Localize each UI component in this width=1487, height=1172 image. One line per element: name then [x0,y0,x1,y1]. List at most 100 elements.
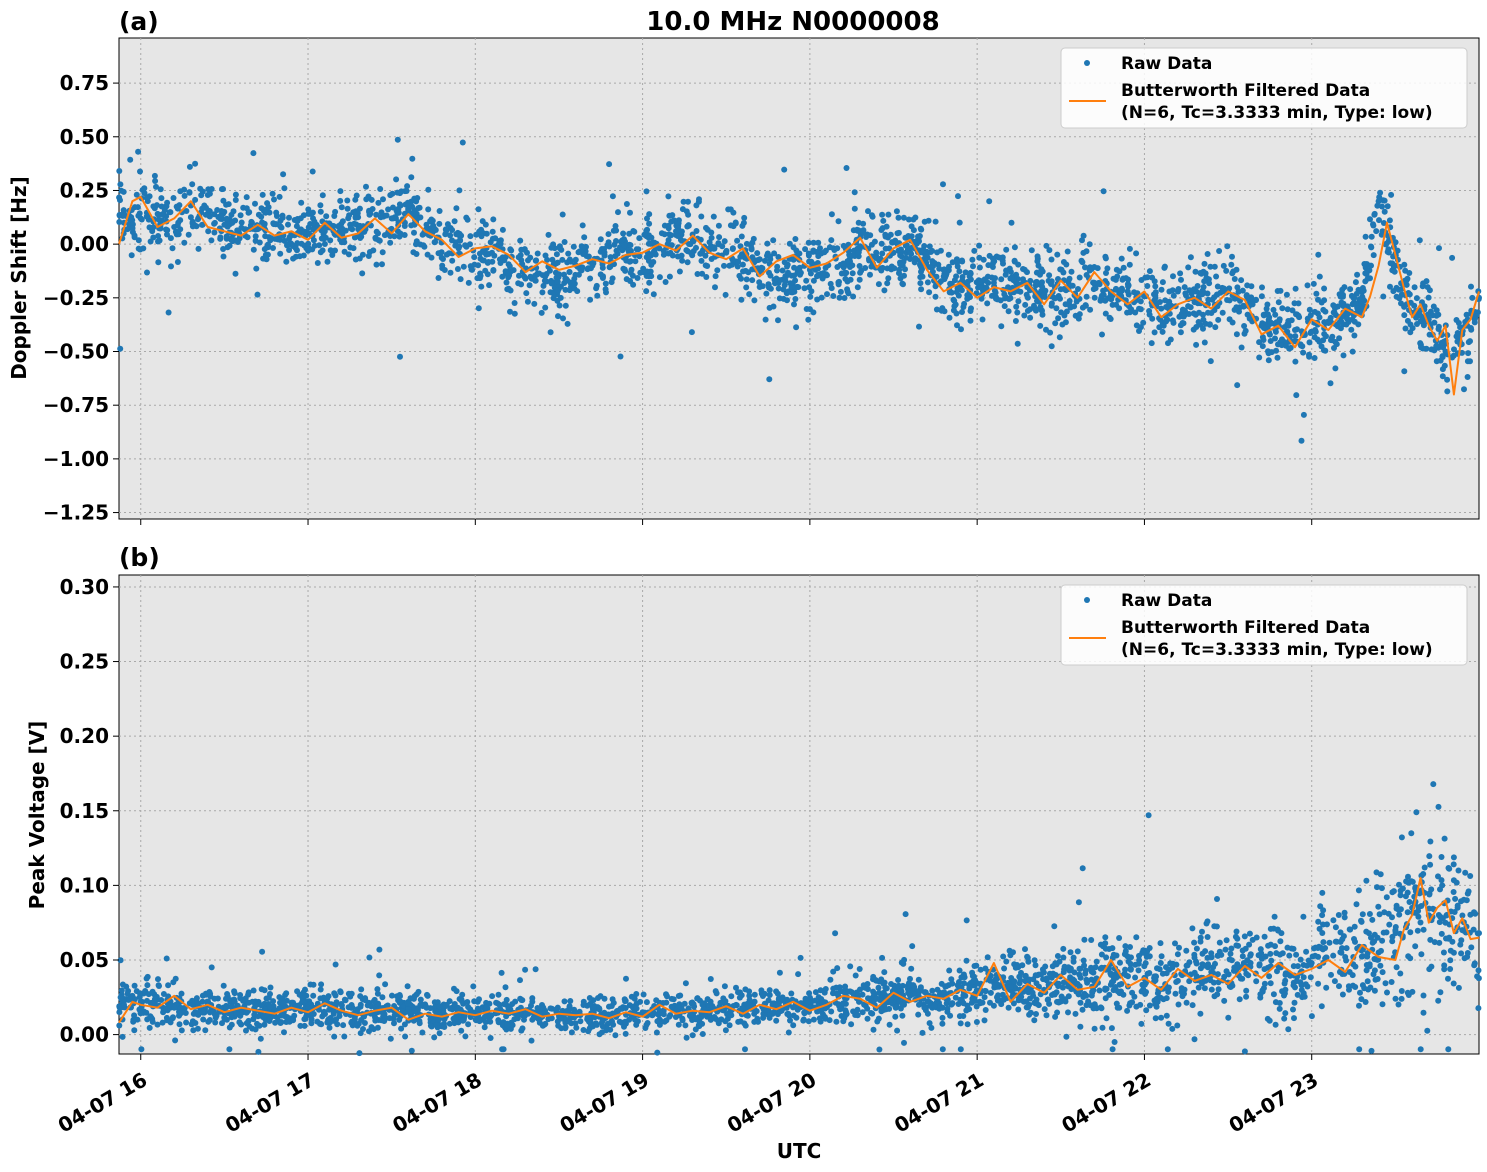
raw-data-point [816,1015,823,1022]
raw-data-point [1108,296,1115,303]
raw-data-point [1407,321,1414,328]
raw-data-point [353,192,360,199]
raw-data-point [1055,276,1061,282]
raw-data-point [973,1003,980,1010]
raw-data-point [1148,340,1155,347]
raw-data-point [391,1020,397,1027]
raw-data-point [499,257,506,263]
raw-data-point [442,231,449,238]
raw-data-point [850,293,857,300]
raw-data-point [990,255,996,262]
raw-data-point [250,150,257,157]
raw-data-point [1118,981,1125,987]
raw-data-point [1062,996,1069,1003]
raw-data-point [1398,300,1404,307]
raw-data-point [617,353,624,360]
raw-data-point [1270,306,1277,313]
raw-data-point [924,279,931,286]
raw-data-point [1435,803,1442,810]
raw-data-point [1467,873,1474,879]
raw-data-point [572,256,579,263]
raw-data-point [1392,995,1399,1002]
raw-data-point [478,283,485,290]
raw-data-point [1294,991,1301,998]
raw-data-point [1316,273,1323,280]
raw-data-point [511,310,518,317]
raw-data-point [601,995,608,1002]
raw-data-point [743,284,750,291]
raw-data-point [1046,272,1053,279]
raw-data-point [604,1020,611,1027]
raw-data-point [1458,950,1465,957]
raw-data-point [1368,244,1375,251]
raw-data-point [1272,328,1279,335]
raw-data-point [967,270,974,277]
raw-data-point [915,976,922,983]
raw-data-point [252,200,258,207]
raw-data-point [1271,913,1278,920]
raw-data-point [841,295,848,301]
raw-data-point [715,240,722,247]
raw-data-point [574,288,581,295]
raw-data-point [951,277,958,284]
raw-data-point [1445,935,1452,942]
raw-data-point [1178,988,1185,995]
raw-data-point [534,270,541,277]
raw-data-point [1279,988,1286,995]
raw-data-point [1304,282,1311,289]
raw-data-point [250,246,257,253]
raw-data-point [1064,248,1071,255]
raw-data-point [137,168,143,175]
raw-data-point [1034,253,1041,260]
raw-data-point [405,202,412,209]
raw-data-point [1380,220,1387,226]
raw-data-point [131,1027,138,1034]
raw-data-point [1024,269,1030,276]
raw-data-point [339,230,346,237]
raw-data-point [1371,210,1378,217]
raw-data-point [425,206,432,213]
raw-data-point [1407,329,1414,336]
raw-data-point [243,194,250,201]
raw-data-point [612,253,619,260]
raw-data-point [1109,1046,1116,1053]
raw-data-point [627,209,633,216]
raw-data-point [820,270,827,277]
raw-data-point [1048,302,1055,309]
raw-data-point [127,156,134,163]
raw-data-point [454,266,461,272]
raw-data-point [1416,237,1423,244]
raw-data-point [497,240,504,247]
raw-data-point [396,999,403,1006]
raw-data-point [1140,319,1147,326]
raw-data-point [1228,945,1235,952]
raw-data-point [1102,255,1109,262]
raw-data-point [116,168,123,174]
raw-data-point [1438,877,1445,884]
raw-data-point [878,227,885,233]
raw-data-point [929,247,936,254]
raw-data-point [1468,326,1475,333]
raw-data-point [117,345,124,352]
raw-data-point [1191,969,1198,976]
raw-data-point [1067,965,1074,972]
raw-data-point [270,245,276,251]
raw-data-point [167,235,174,242]
raw-data-point [518,1027,525,1034]
raw-data-point [1386,217,1393,224]
raw-data-point [1220,262,1227,269]
raw-data-point [441,1024,448,1030]
raw-data-point [1283,291,1290,298]
raw-data-point [1259,334,1266,341]
raw-data-point [1110,987,1117,994]
raw-data-point [643,288,650,295]
raw-data-point [561,239,568,245]
raw-data-point [505,285,512,292]
raw-data-point [1117,959,1123,966]
raw-data-point [1449,254,1456,261]
raw-data-point [855,219,862,226]
raw-data-point [178,1027,185,1034]
raw-data-point [673,228,679,235]
raw-data-point [771,250,778,257]
